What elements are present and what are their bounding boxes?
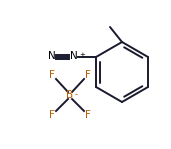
Text: F: F xyxy=(49,110,55,120)
Text: +: + xyxy=(79,52,85,58)
Text: N: N xyxy=(48,51,56,61)
Text: B: B xyxy=(67,90,74,100)
Text: F: F xyxy=(85,110,91,120)
Text: N: N xyxy=(70,51,78,61)
Text: F: F xyxy=(85,70,91,80)
Text: -: - xyxy=(75,90,77,99)
Text: F: F xyxy=(49,70,55,80)
